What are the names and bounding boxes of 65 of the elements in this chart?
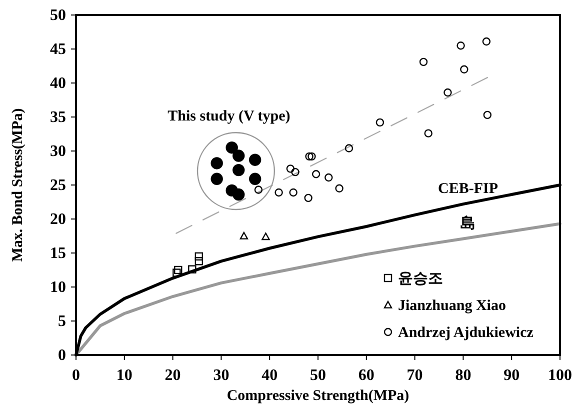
x-tick-label: 50 (310, 367, 326, 384)
x-tick-label: 40 (262, 367, 278, 384)
point (291, 168, 300, 176)
point (274, 188, 283, 197)
point (254, 186, 263, 194)
y-tick-label: 5 (58, 313, 66, 330)
y-axis-title: Max. Bond Stress(MPa) (10, 108, 26, 262)
y-tick-label: 30 (50, 143, 66, 160)
point (483, 110, 492, 120)
y-tick-label: 0 (58, 347, 66, 364)
x-tick-label: 100 (548, 367, 572, 384)
y-tick-label: 45 (50, 41, 66, 58)
y-tick-label: 10 (50, 279, 66, 296)
point (248, 172, 262, 185)
point (194, 257, 204, 266)
x-tick-label: 30 (213, 367, 230, 384)
point (308, 152, 316, 161)
point (194, 252, 204, 260)
x-tick-label: 70 (406, 367, 423, 384)
y-tick-label: 35 (50, 109, 66, 126)
point (419, 58, 428, 66)
y-tick-label: 50 (50, 7, 66, 24)
point (286, 164, 295, 173)
point (456, 42, 465, 50)
point (289, 188, 298, 197)
point (444, 88, 452, 97)
y-tick-label: 15 (50, 245, 66, 262)
point (232, 164, 245, 176)
legend-label: Andrzej Ajdukiewicz (398, 325, 534, 341)
series-label: CEB-FIP (438, 181, 498, 198)
point (240, 232, 248, 240)
point (424, 129, 432, 138)
series-label: This study (V type) (168, 108, 290, 125)
legend-label: 윤승조 (398, 271, 443, 287)
point (376, 118, 384, 127)
x-tick-label: 80 (455, 367, 472, 384)
x-axis-title: Compressive Strength(MPa) (226, 388, 410, 404)
point (174, 266, 182, 274)
point (305, 152, 314, 161)
point (344, 144, 354, 152)
point (248, 154, 262, 166)
y-tick-label: 40 (50, 75, 66, 92)
point (262, 232, 270, 240)
x-tick-label: 10 (116, 367, 132, 384)
series-label: 島 (460, 214, 476, 232)
point (324, 173, 333, 182)
y-tick-label: 20 (50, 211, 66, 228)
legend-label: Jianzhuang Xiao (398, 298, 506, 314)
point (304, 194, 312, 202)
point (188, 265, 196, 274)
point (312, 170, 320, 178)
point (460, 65, 468, 74)
x-tick-label: 20 (164, 367, 181, 384)
point (335, 184, 344, 192)
x-tick-label: 0 (72, 367, 80, 384)
x-tick-label: 60 (358, 367, 374, 384)
point (210, 172, 223, 185)
point (210, 157, 223, 170)
point (172, 268, 181, 277)
point (232, 150, 245, 162)
point (482, 37, 491, 46)
point (232, 188, 245, 201)
point (226, 142, 238, 154)
x-tick-label: 90 (504, 367, 520, 384)
y-tick-label: 25 (50, 177, 66, 194)
